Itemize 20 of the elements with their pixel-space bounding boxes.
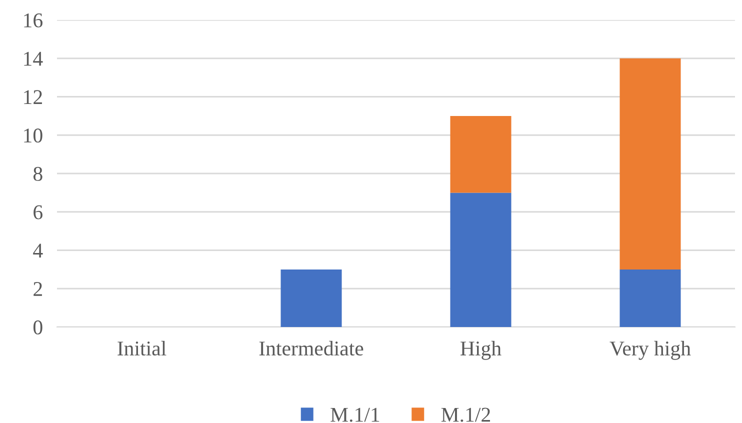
bar: [620, 269, 681, 327]
y-tick-label: 4: [33, 244, 43, 258]
y-tick-label: 6: [34, 205, 42, 220]
x-tick-label: Very high: [610, 340, 691, 360]
bar: [450, 192, 512, 327]
x-tick-label: Initial: [118, 340, 166, 356]
y-tick-label: 16: [24, 13, 42, 28]
y-tick-label: 2: [34, 282, 42, 296]
bar: [450, 116, 512, 193]
bar: [620, 58, 681, 270]
bar: [280, 269, 342, 327]
y-tick-label: 8: [33, 166, 42, 181]
y-tick-label: 14: [24, 52, 43, 66]
x-tick-label: High: [460, 340, 502, 360]
legend-label: M.1/2: [441, 408, 490, 422]
y-tick-label: 12: [24, 90, 42, 104]
legend-label: M.1/1: [330, 408, 380, 422]
y-tick-label: 0: [33, 320, 42, 334]
x-tick-label: Intermediate: [259, 340, 364, 356]
y-tick-label: 10: [24, 128, 42, 143]
